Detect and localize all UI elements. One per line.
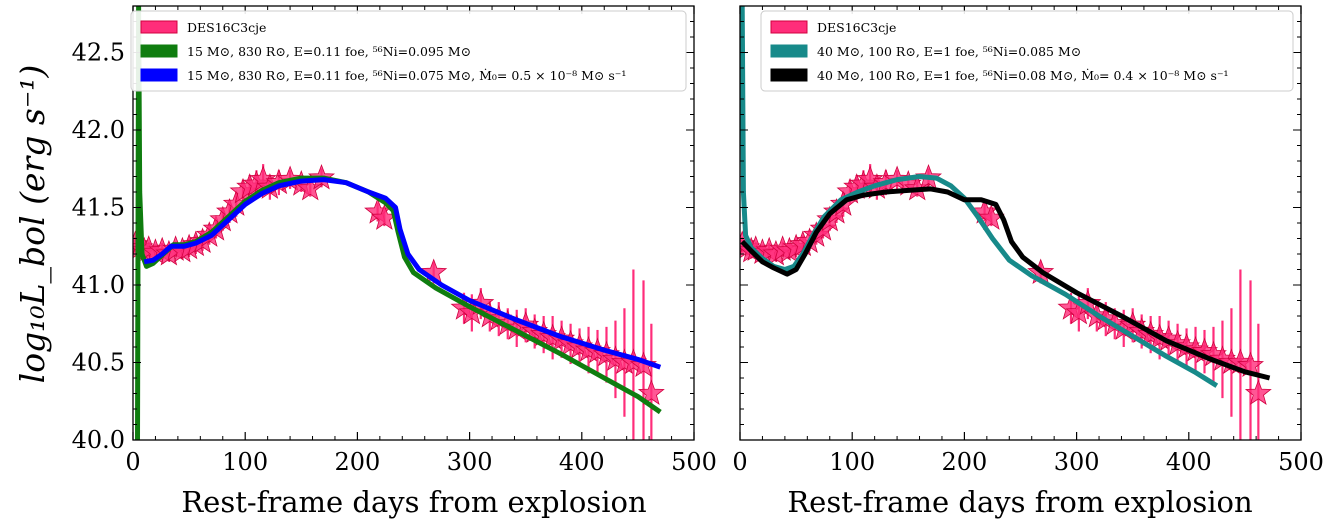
x-tick-label: 0: [125, 448, 140, 476]
x-tick-label: 500: [1278, 448, 1324, 476]
x-tick-label: 0: [732, 448, 747, 476]
y-tick-label: 41.0: [72, 271, 125, 299]
legend-label: 15 M⊙, 830 R⊙, E=0.11 foe, ⁵⁶Ni=0.095 M⊙: [187, 44, 471, 59]
model-line: [143, 177, 662, 370]
plot-area: [133, 6, 665, 440]
x-tick-label: 400: [559, 448, 605, 476]
plot-area: [740, 6, 1272, 440]
y-tick-label: 40.0: [72, 426, 125, 454]
legend-swatch: [770, 68, 808, 82]
legend-label: DES16C3cje: [187, 20, 266, 35]
y-tick-label: 42.0: [72, 116, 125, 144]
data-point-star: [629, 351, 658, 378]
x-tick-label: 500: [671, 448, 717, 476]
legend-swatch: [770, 44, 808, 58]
legend-label: 40 M⊙, 100 R⊙, E=1 foe, ⁵⁶Ni=0.08 M⊙, Ṁ₀…: [817, 68, 1229, 83]
legend-swatch: [770, 20, 808, 34]
right-panel: 0 100 200 300 400 500 DES16C3cje 40 M⊙, 100 R⊙,…: [732, 5, 1324, 476]
legend: DES16C3cje 40 M⊙, 100 R⊙, E=1 foe, ⁵⁶Ni=0…: [760, 10, 1294, 92]
legend-label: DES16C3cje: [817, 20, 896, 35]
y-tick-label: 40.5: [72, 349, 125, 377]
y-tick-label: 42.5: [72, 39, 125, 67]
legend-box: [760, 10, 1294, 92]
legend-label: 40 M⊙, 100 R⊙, E=1 foe, ⁵⁶Ni=0.085 M⊙: [817, 44, 1081, 59]
data-point-star: [637, 379, 665, 405]
left-x-axis-title: Rest-frame days from explosion: [181, 485, 646, 519]
data-point-star: [1244, 379, 1272, 405]
model-line: [740, 186, 1271, 381]
legend-swatch: [140, 20, 178, 34]
x-tick-label: 400: [1166, 448, 1212, 476]
x-tick-label: 300: [1054, 448, 1100, 476]
x-tick-label: 300: [447, 448, 493, 476]
left-panel: 0 100 200 300 400 500 40.0 40.5 41.0 41.5 42.0 42.5…: [72, 5, 717, 476]
x-tick-label: 100: [829, 448, 875, 476]
y-axis-title: log₁₀L_bol (erg s⁻¹): [13, 65, 53, 384]
legend-label: 15 M⊙, 830 R⊙, E=0.11 foe, ⁵⁶Ni=0.075 M⊙…: [187, 68, 626, 83]
legend: DES16C3cje 15 M⊙, 830 R⊙, E=0.11 foe, ⁵⁶N…: [130, 10, 687, 92]
legend-swatch: [140, 44, 178, 58]
right-x-axis-title: Rest-frame days from explosion: [787, 485, 1252, 519]
legend-box: [130, 10, 687, 92]
y-tick-label: 41.5: [72, 194, 125, 222]
x-tick-label: 200: [334, 448, 380, 476]
x-tick-label: 100: [222, 448, 268, 476]
x-tick-label: 200: [941, 448, 987, 476]
legend-swatch: [140, 68, 178, 82]
